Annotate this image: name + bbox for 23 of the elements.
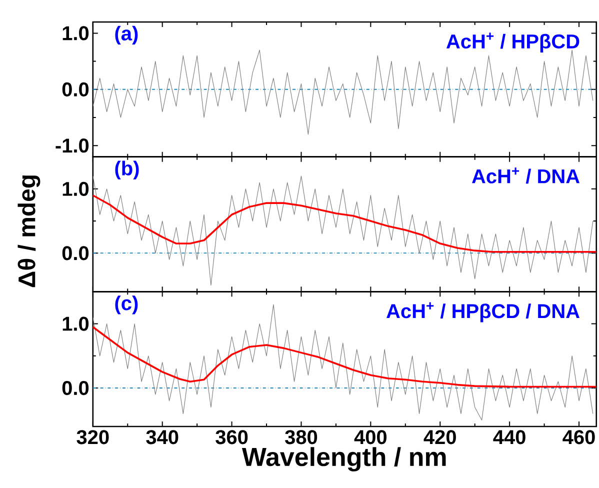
annotation: (b): [115, 160, 139, 180]
y-tick-label: 0.0: [62, 246, 89, 260]
x-tick-label: 420: [424, 430, 456, 444]
annotation: AcH$^{+}$ / HPβCD: [446, 32, 580, 52]
x-tick-label: 320: [76, 430, 109, 444]
x-tick-label: 360: [216, 430, 248, 444]
x-tick-label: 400: [354, 430, 387, 444]
x-tick-label: 460: [562, 430, 595, 444]
y-tick-label: 0.0: [62, 380, 89, 395]
x-tick-label: 440: [493, 430, 526, 444]
y-tick-label: 1.0: [62, 182, 89, 196]
y-tick-label: 1.0: [62, 316, 89, 331]
x-tick-label: 340: [146, 430, 178, 444]
annotation: AcH$^{+}$ / HPβCD / DNA: [386, 302, 580, 322]
x-tick-label: 380: [285, 430, 318, 444]
annotation: (a): [115, 26, 138, 44]
x-axis-title: Wavelength / nm: [242, 446, 446, 472]
y-tick-label: 1.0: [62, 26, 89, 40]
annotation: (c): [115, 295, 138, 314]
y-tick-label: 0.0: [62, 82, 89, 96]
y-tick-label: -1.0: [56, 138, 89, 152]
annotation: AcH$^{+}$ / DNA: [472, 167, 580, 184]
y-axis-title: Δθ / mdeg: [18, 175, 40, 287]
